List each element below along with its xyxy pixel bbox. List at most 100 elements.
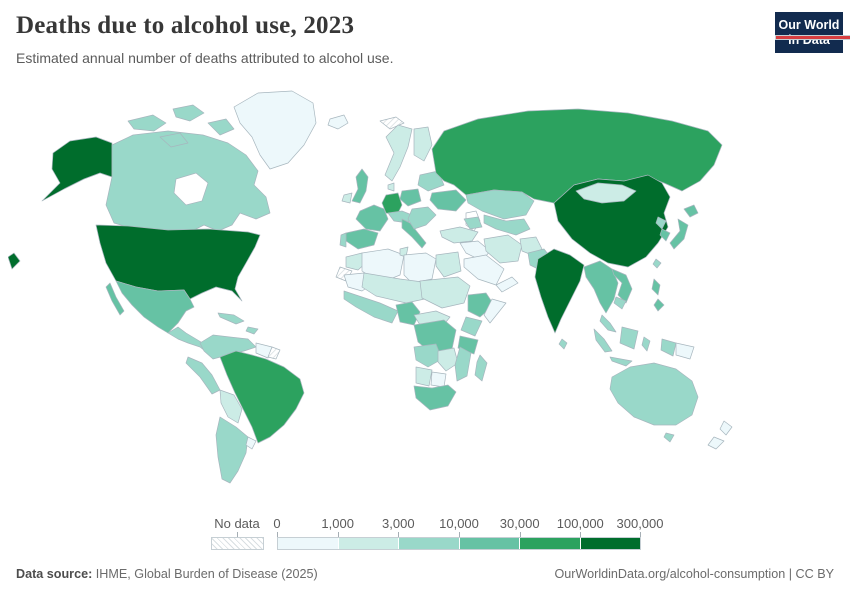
country-greenland[interactable] — [233, 90, 317, 170]
country-new-zealand-north[interactable] — [719, 420, 733, 436]
country-south-korea[interactable] — [659, 228, 671, 242]
country-west-africa[interactable] — [343, 290, 399, 324]
legend-bin-3[interactable] — [459, 538, 520, 549]
country-chad-sudan[interactable] — [419, 276, 471, 309]
country-angola[interactable] — [413, 343, 443, 368]
legend-bin-4[interactable] — [520, 538, 581, 549]
country-yemen-oman[interactable] — [495, 276, 519, 293]
legend-bin-5[interactable] — [580, 538, 640, 549]
country-indonesia-west-papua[interactable] — [660, 338, 677, 357]
country-canada-arctic-4[interactable] — [159, 132, 189, 148]
country-sri-lanka[interactable] — [558, 338, 568, 350]
legend-tick-label-5: 100,000 — [556, 516, 604, 531]
country-libya[interactable] — [403, 252, 437, 284]
country-cambodia[interactable] — [613, 296, 627, 310]
legend-tick-3 — [459, 532, 460, 537]
country-uruguay[interactable] — [245, 436, 257, 450]
country-turkey[interactable] — [439, 226, 479, 244]
country-mexico[interactable] — [115, 280, 195, 334]
country-central-europe[interactable] — [387, 210, 413, 224]
country-canada-arctic-1[interactable] — [127, 114, 167, 132]
country-tasmania[interactable] — [663, 432, 675, 443]
country-united-kingdom[interactable] — [351, 168, 369, 204]
country-guyanas[interactable] — [255, 342, 273, 359]
country-colombia-venezuela[interactable] — [199, 334, 257, 360]
country-mali-niger[interactable] — [361, 272, 435, 304]
no-data-swatch[interactable] — [211, 537, 264, 550]
data-source-label: Data source: — [16, 567, 93, 581]
country-canada-arctic-3[interactable] — [207, 118, 235, 136]
country-australia[interactable] — [609, 362, 699, 426]
legend-bin-0[interactable] — [278, 538, 339, 549]
country-ukraine[interactable] — [429, 189, 467, 212]
country-botswana[interactable] — [430, 371, 447, 388]
country-papua-new-guinea[interactable] — [675, 342, 695, 360]
country-central-asia[interactable] — [483, 214, 531, 236]
owid-logo[interactable]: Our World in Data — [775, 12, 850, 53]
country-canada-arctic-2[interactable] — [172, 104, 205, 122]
country-svalbard[interactable] — [379, 116, 405, 130]
country-poland[interactable] — [399, 188, 422, 207]
country-denmark[interactable] — [387, 182, 395, 192]
data-source-text[interactable]: IHME, Global Burden of Disease (2025) — [92, 567, 318, 581]
country-myanmar-thailand[interactable] — [583, 260, 619, 314]
data-source-line: Data source: IHME, Global Burden of Dise… — [16, 567, 318, 581]
country-nigeria[interactable] — [395, 301, 421, 326]
country-south-africa[interactable] — [413, 384, 457, 411]
country-egypt[interactable] — [435, 251, 462, 278]
country-japan-honshu[interactable] — [669, 218, 689, 250]
country-philippines-luzon[interactable] — [651, 278, 661, 296]
country-japan-hokkaido[interactable] — [683, 204, 699, 218]
country-alaska[interactable] — [41, 136, 113, 202]
country-france[interactable] — [355, 204, 389, 232]
country-cuba[interactable] — [217, 312, 245, 325]
owid-logo-line1: Our World — [778, 18, 840, 32]
legend-scale: 0 1,000 3,000 10,000 30,000 100,000 300,… — [273, 514, 664, 552]
country-argentina-chile[interactable] — [215, 416, 249, 484]
country-bolivia-paraguay[interactable] — [219, 389, 243, 424]
legend-tick-6 — [640, 532, 641, 537]
country-kenya-uganda[interactable] — [460, 316, 483, 337]
country-aleutian-sliver[interactable] — [8, 252, 21, 270]
country-ireland[interactable] — [341, 192, 353, 204]
credit-link[interactable]: OurWorldinData.org/alcohol-consumption |… — [554, 567, 834, 581]
country-romania-balkans[interactable] — [407, 206, 437, 230]
country-philippines-mindanao[interactable] — [653, 298, 665, 312]
country-norway-sweden[interactable] — [384, 124, 413, 182]
country-hispaniola[interactable] — [245, 326, 259, 335]
legend-tick-5 — [580, 532, 582, 537]
legend-tick-label-0: 0 — [273, 516, 281, 531]
country-iran[interactable] — [483, 234, 523, 264]
country-peru[interactable] — [185, 356, 221, 395]
country-belarus-baltics[interactable] — [417, 170, 445, 192]
country-spain[interactable] — [345, 228, 379, 250]
legend-tick-4 — [519, 532, 521, 537]
country-indonesia-sulawesi[interactable] — [641, 336, 651, 352]
country-kazakhstan[interactable] — [465, 189, 535, 220]
country-caucasus[interactable] — [463, 216, 483, 230]
country-french-guiana[interactable] — [267, 346, 281, 360]
country-iceland[interactable] — [327, 114, 349, 130]
country-malaysia[interactable] — [599, 314, 617, 333]
country-finland[interactable] — [413, 126, 433, 162]
country-mongolia[interactable] — [575, 182, 637, 204]
country-indonesia-sumatra[interactable] — [593, 328, 613, 353]
country-indonesia-java[interactable] — [609, 356, 633, 367]
legend-bin-2[interactable] — [399, 538, 460, 549]
legend-bin-1[interactable] — [338, 538, 399, 549]
country-mozambique[interactable] — [454, 346, 472, 382]
country-new-zealand-south[interactable] — [707, 436, 725, 450]
country-vietnam-laos[interactable] — [611, 268, 633, 304]
country-zambia-zimbabwe[interactable] — [437, 347, 459, 372]
country-baja-california[interactable] — [105, 282, 125, 316]
owid-logo-accent-bar — [775, 35, 850, 40]
country-namibia[interactable] — [415, 366, 433, 387]
country-madagascar[interactable] — [474, 354, 488, 382]
country-somalia[interactable] — [483, 298, 507, 324]
legend-tick-label-6: 300,000 — [616, 516, 664, 531]
country-india[interactable] — [534, 248, 585, 334]
country-indonesia-borneo[interactable] — [619, 326, 639, 350]
country-taiwan[interactable] — [652, 258, 662, 269]
country-portugal[interactable] — [339, 232, 347, 248]
country-brazil[interactable] — [219, 350, 305, 444]
